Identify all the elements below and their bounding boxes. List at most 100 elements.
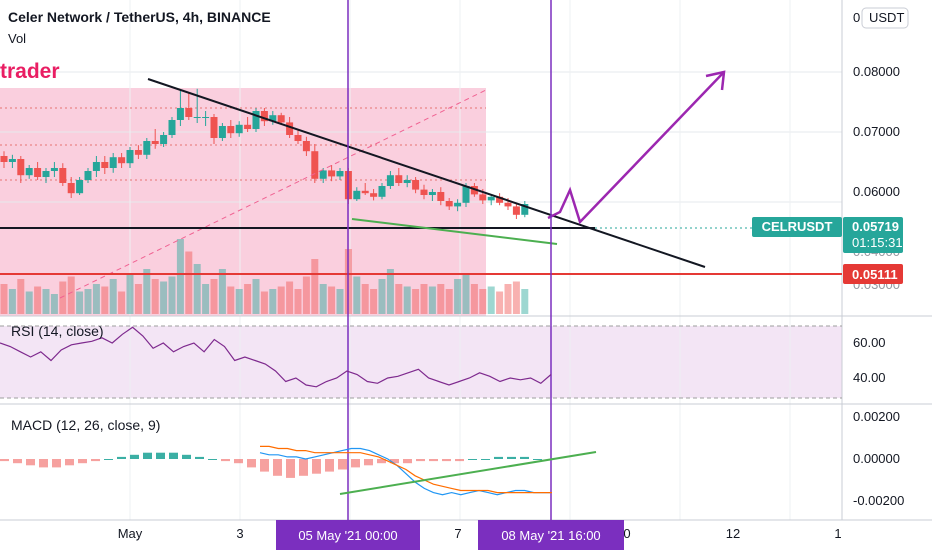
projection-arrow — [547, 71, 725, 225]
volume-bar — [118, 291, 126, 314]
volume-bar — [34, 286, 42, 314]
macd-histogram-bar — [273, 459, 282, 476]
macd-histogram-bar — [364, 459, 373, 466]
volume-bar — [227, 286, 235, 314]
volume-bar — [235, 289, 243, 314]
volume-bar — [269, 289, 277, 314]
macd-histogram-bar — [520, 456, 529, 459]
candle-body — [437, 192, 445, 201]
projection-arrowhead — [705, 70, 726, 91]
macd-label[interactable]: MACD (12, 26, close, 9) — [11, 417, 161, 433]
volume-bar — [521, 289, 529, 314]
macd-histogram-bar — [455, 459, 464, 462]
volume-bar — [328, 286, 336, 314]
candle-body — [260, 111, 268, 122]
candle-body — [302, 141, 310, 152]
volume-bar — [437, 284, 445, 314]
rsi-label[interactable]: RSI (14, close) — [11, 323, 104, 339]
candle-body — [244, 124, 252, 129]
volume-bar — [496, 291, 504, 314]
volume-bar — [462, 274, 470, 314]
time-tick: 1 — [834, 526, 841, 541]
candle-body — [361, 190, 369, 194]
drawings-background — [0, 88, 842, 398]
macd-histogram-bar — [39, 459, 48, 468]
macd-pane — [0, 445, 597, 496]
volume-bar — [454, 279, 462, 314]
macd-histogram-bar — [338, 459, 347, 470]
countdown-label: 01:15:31 — [852, 235, 903, 250]
candle-body — [479, 194, 487, 201]
candle-body — [252, 111, 260, 129]
candle-body — [521, 204, 529, 215]
candle-body — [227, 126, 235, 134]
candle-body — [160, 135, 168, 144]
volume-bar — [378, 279, 386, 314]
volume-bar — [403, 286, 411, 314]
volume-bar — [42, 289, 50, 314]
candle-body — [50, 168, 58, 171]
candle-body — [462, 186, 470, 203]
macd-histogram-bar — [117, 456, 126, 459]
candle-body — [328, 170, 336, 177]
volume-bar — [370, 289, 378, 314]
volume-bar — [311, 259, 319, 314]
volume-bar — [361, 284, 369, 314]
candle-body — [386, 175, 394, 186]
volume-bar — [470, 284, 478, 314]
volume-label[interactable]: Vol — [8, 31, 27, 46]
volume-bar — [294, 289, 302, 314]
macd-histogram-bar — [390, 459, 399, 464]
candle-body — [487, 196, 495, 201]
volume-bar — [126, 274, 134, 314]
macd-histogram-bar — [78, 459, 87, 464]
candle-body — [412, 180, 420, 190]
currency-label: USDT — [869, 10, 904, 25]
macd-histogram-bar — [299, 459, 308, 476]
volume-bar — [252, 279, 260, 314]
volume-bar — [512, 281, 520, 314]
candle-body — [92, 162, 100, 171]
axis-top-cut: 0 — [853, 10, 860, 25]
volume-bar — [412, 289, 420, 314]
macd-histogram-bar — [130, 454, 139, 459]
symbol-title[interactable]: Celer Network / TetherUS, 4h, BINANCE — [8, 9, 271, 25]
candle-body — [118, 157, 126, 164]
price-tick: 0.07000 — [853, 124, 900, 139]
candle-body — [269, 115, 277, 122]
volume-bar — [0, 284, 8, 314]
volume-bar — [134, 284, 142, 314]
signal-line — [260, 445, 552, 494]
volume-bar — [302, 276, 310, 314]
volume-bar — [151, 279, 159, 314]
macd-green-trendline — [339, 451, 597, 495]
volume-bar — [428, 286, 436, 314]
volume-bar — [25, 291, 33, 314]
volume-bar — [17, 279, 25, 314]
macd-histogram-bar — [351, 459, 360, 468]
volume-bar — [84, 289, 92, 314]
volume-bar — [445, 289, 453, 314]
macd-histogram-bar — [286, 459, 295, 478]
volume-bar — [260, 291, 268, 314]
time-tick-cut: 0 — [623, 526, 630, 541]
candle-body — [428, 192, 436, 195]
candle-body — [403, 180, 411, 183]
cursor-date-badge — [276, 520, 420, 550]
macd-histogram-bar — [91, 459, 100, 462]
candle-body — [42, 171, 50, 177]
candle-body — [370, 193, 378, 197]
price-tick: 0.06000 — [853, 184, 900, 199]
volume-bar — [386, 269, 394, 314]
macd-histogram-bar — [13, 459, 22, 464]
macd-tick: 0.00200 — [853, 409, 900, 424]
macd-histogram-bar — [247, 459, 256, 468]
volume-bar — [109, 279, 117, 314]
macd-histogram-bar — [429, 459, 438, 462]
macd-histogram-bar — [169, 452, 178, 459]
volume-bar — [50, 294, 58, 314]
rsi-tick: 60.00 — [853, 335, 886, 350]
macd-histogram-bar — [533, 459, 542, 460]
candle-body — [151, 141, 159, 144]
